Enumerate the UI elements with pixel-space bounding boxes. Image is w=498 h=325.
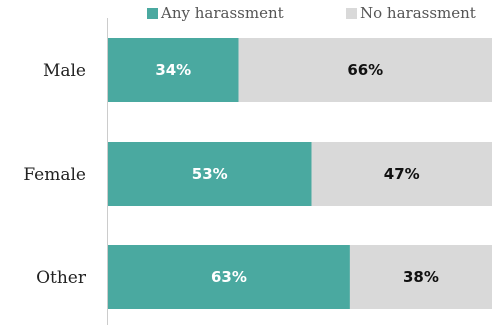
bar-female-any-harassment [108,142,312,206]
bar-female-no-harassment [311,142,492,206]
bar-other-no-harassment [349,245,492,309]
bar-group [108,38,492,309]
category-labels: Male Female Other [23,61,87,288]
legend-swatch-any-harassment [147,8,158,19]
category-label-other: Other [36,268,87,288]
legend: Any harassment No harassment [147,4,476,22]
data-label-female-no-harassment: 47% [384,165,420,183]
data-label-male-any-harassment: 34% [155,61,191,79]
legend-label-any-harassment: Any harassment [160,4,284,22]
data-label-other-no-harassment: 38% [403,268,439,286]
bar-male-any-harassment [108,38,239,102]
bar-other-any-harassment [108,245,350,309]
data-label-male-no-harassment: 66% [347,61,383,79]
category-label-female: Female [23,165,86,185]
legend-swatch-no-harassment [346,8,357,19]
data-label-other-any-harassment: 63% [211,268,247,286]
bar-male-no-harassment [238,38,492,102]
category-label-male: Male [43,61,86,81]
data-labels: 34% 66% 53% 47% 63% 38% [155,61,439,286]
data-label-female-any-harassment: 53% [192,165,228,183]
legend-label-no-harassment: No harassment [360,4,476,22]
